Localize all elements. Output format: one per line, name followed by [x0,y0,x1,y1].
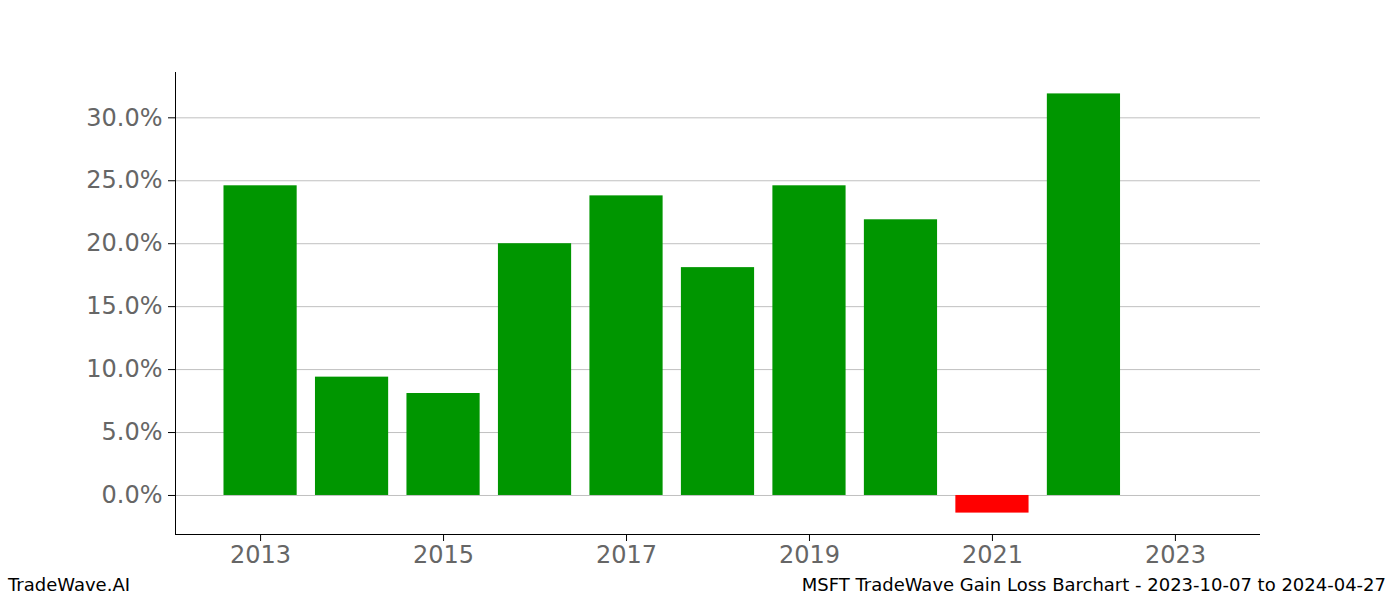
svg-text:15.0%: 15.0% [86,292,162,320]
svg-text:2021: 2021 [962,541,1023,569]
svg-text:2017: 2017 [596,541,657,569]
svg-text:30.0%: 30.0% [86,103,162,131]
svg-text:2019: 2019 [779,541,840,569]
svg-text:0.0%: 0.0% [102,481,163,509]
svg-text:2013: 2013 [230,541,291,569]
svg-text:2023: 2023 [1145,541,1206,569]
html-text:TradeWave.AI: TradeWave.AI [8,574,130,595]
svg-text:20.0%: 20.0% [86,229,162,257]
html-text:MSFT TradeWave Gain Loss Barch: MSFT TradeWave Gain Loss Barchart - 2023… [801,574,1386,595]
svg-text:5.0%: 5.0% [102,418,163,446]
svg-text:2015: 2015 [413,541,474,569]
svg-text:10.0%: 10.0% [86,355,162,383]
svg-text:25.0%: 25.0% [86,166,162,194]
